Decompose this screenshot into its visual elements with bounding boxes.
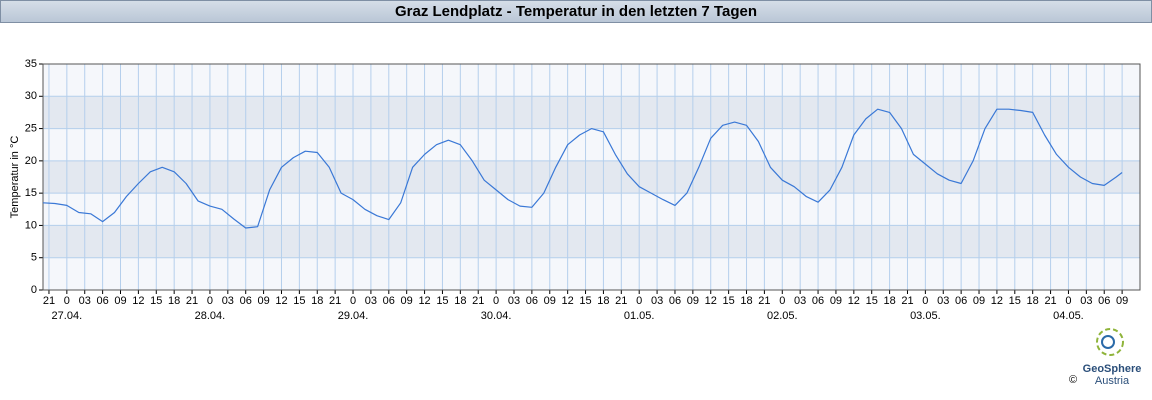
x-tick-label: 06 (383, 295, 395, 307)
x-tick-label: 09 (401, 295, 413, 307)
x-tick-label: 03 (651, 295, 663, 307)
x-tick-label: 06 (669, 295, 681, 307)
x-tick-label: 21 (615, 295, 627, 307)
x-tick-label: 09 (830, 295, 842, 307)
x-tick-label: 15 (579, 295, 591, 307)
y-tick-label: 5 (31, 252, 37, 264)
y-axis-label: Temperatur in °C (9, 136, 21, 219)
y-tick-label: 15 (25, 187, 37, 199)
x-tick-label: 0 (1065, 295, 1071, 307)
x-tick-label: 0 (64, 295, 70, 307)
grid-band (43, 225, 1140, 258)
x-tick-label: 15 (293, 295, 305, 307)
grid-band (43, 96, 1140, 129)
x-tick-label: 0 (779, 295, 785, 307)
logo-icon (1101, 335, 1115, 349)
x-tick-label: 09 (1116, 295, 1128, 307)
x-tick-label: 15 (1009, 295, 1021, 307)
x-tick-label: 12 (275, 295, 287, 307)
x-tick-label: 06 (240, 295, 252, 307)
x-tick-label: 03 (937, 295, 949, 307)
x-tick-label: 12 (991, 295, 1003, 307)
x-tick-label: 09 (544, 295, 556, 307)
chart-title: Graz Lendplatz - Temperatur in den letzt… (395, 3, 757, 20)
x-tick-label: 18 (597, 295, 609, 307)
x-tick-label: 18 (740, 295, 752, 307)
x-tick-label: 21 (186, 295, 198, 307)
date-label: 27.04. (52, 310, 83, 322)
x-tick-label: 03 (508, 295, 520, 307)
x-tick-label: 06 (1098, 295, 1110, 307)
logo-sub: Austria (1095, 375, 1130, 387)
x-tick-label: 12 (132, 295, 144, 307)
x-tick-label: 12 (418, 295, 430, 307)
x-tick-label: 03 (794, 295, 806, 307)
date-label: 04.05. (1053, 310, 1084, 322)
x-tick-label: 15 (723, 295, 735, 307)
x-tick-label: 15 (436, 295, 448, 307)
x-tick-label: 18 (454, 295, 466, 307)
date-label: 01.05. (624, 310, 655, 322)
grid-band (43, 160, 1140, 194)
x-tick-label: 09 (257, 295, 269, 307)
x-tick-label: 21 (1044, 295, 1056, 307)
x-tick-label: 06 (955, 295, 967, 307)
x-tick-label: 0 (493, 295, 499, 307)
x-tick-label: 0 (207, 295, 213, 307)
x-tick-label: 18 (311, 295, 323, 307)
y-tick-label: 25 (25, 122, 37, 134)
x-tick-label: 06 (96, 295, 108, 307)
x-tick-label: 21 (758, 295, 770, 307)
logo-name: GeoSphere (1083, 363, 1142, 375)
date-label: 02.05. (767, 310, 798, 322)
x-tick-label: 21 (472, 295, 484, 307)
x-tick-label: 18 (168, 295, 180, 307)
y-tick-label: 20 (25, 155, 37, 167)
x-tick-label: 15 (150, 295, 162, 307)
x-tick-label: 0 (350, 295, 356, 307)
x-tick-label: 0 (922, 295, 928, 307)
date-label: 28.04. (195, 310, 226, 322)
x-tick-label: 09 (687, 295, 699, 307)
x-tick-label: 03 (365, 295, 377, 307)
x-tick-label: 12 (705, 295, 717, 307)
x-tick-label: 03 (222, 295, 234, 307)
y-tick-label: 35 (25, 58, 37, 70)
x-tick-label: 03 (79, 295, 91, 307)
x-tick-label: 09 (114, 295, 126, 307)
x-tick-label: 09 (973, 295, 985, 307)
x-tick-label: 21 (329, 295, 341, 307)
logo: GeoSphere Austria © (1069, 328, 1142, 387)
temperature-line (42, 108, 1123, 229)
x-tick-label: 12 (848, 295, 860, 307)
date-label: 03.05. (910, 310, 941, 322)
date-label: 29.04. (338, 310, 369, 322)
x-tick-label: 12 (562, 295, 574, 307)
plot-area (43, 63, 1140, 291)
x-tick-label: 06 (812, 295, 824, 307)
copyright: © (1069, 374, 1077, 386)
y-tick-label: 0 (31, 284, 37, 296)
x-tick-label: 18 (883, 295, 895, 307)
x-tick-label: 21 (43, 295, 55, 307)
date-label: 30.04. (481, 310, 512, 322)
y-tick-label: 10 (25, 219, 37, 231)
x-tick-label: 03 (1080, 295, 1092, 307)
x-tick-label: 18 (1027, 295, 1039, 307)
x-tick-label: 06 (526, 295, 538, 307)
y-tick-label: 30 (25, 90, 37, 102)
logo-icon (1096, 328, 1124, 356)
x-tick-label: 15 (866, 295, 878, 307)
x-tick-label: 0 (636, 295, 642, 307)
x-tick-label: 21 (901, 295, 913, 307)
plot-border (42, 63, 1141, 291)
